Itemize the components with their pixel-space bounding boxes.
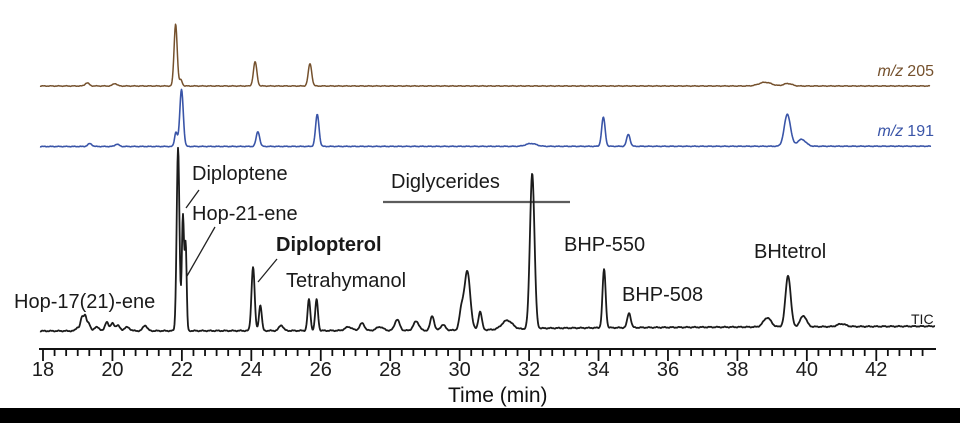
x-axis-title: Time (min) — [448, 384, 548, 407]
peak-label-tetrahymanol: Tetrahymanol — [286, 270, 407, 292]
series-label-mz205: m/z 205 — [878, 64, 934, 80]
x-tick-label: 22 — [170, 359, 193, 381]
x-tick-label: 20 — [101, 359, 124, 381]
mz-205-prefix: m/z — [877, 63, 904, 80]
x-tick-label: 42 — [865, 359, 888, 381]
mz-191-prefix: m/z — [877, 123, 904, 140]
series-label-tic: TIC — [911, 311, 934, 327]
leader-line-diploptene — [185, 189, 200, 209]
x-tick-label: 28 — [379, 359, 402, 381]
region-label-diglycerides: Diglycerides — [391, 171, 500, 193]
leader-line-hop-21-ene — [186, 226, 216, 277]
x-tick-label: 30 — [448, 359, 471, 381]
peak-label-hop-21-ene: Hop-21-ene — [192, 203, 298, 225]
x-tick-label: 24 — [240, 359, 263, 381]
trace-mz205 — [39, 23, 931, 88]
peak-label-hop-17-21-ene: Hop-17(21)-ene — [14, 291, 156, 313]
x-tick-label: 32 — [517, 359, 541, 381]
peak-label-diploptene: Diploptene — [192, 163, 288, 185]
peak-label-bhp-508: BHP-508 — [622, 284, 704, 306]
series-label-mz191: m/z 191 — [878, 124, 934, 140]
mz-191-value: 191 — [907, 123, 934, 140]
peak-label-diplopterol: Diplopterol — [276, 234, 382, 256]
peak-label-bhp-550: BHP-550 — [564, 234, 646, 256]
x-tick-label: 36 — [656, 359, 680, 381]
leader-line-diplopterol — [257, 258, 278, 283]
trace-tic — [39, 146, 936, 333]
x-tick-label: 26 — [309, 359, 332, 381]
bottom-black-bar — [0, 408, 960, 423]
mz-205-value: 205 — [907, 63, 934, 80]
x-tick-label: 18 — [31, 359, 55, 381]
x-tick-label: 34 — [587, 359, 610, 381]
peak-label-bhtetrol: BHtetrol — [754, 241, 827, 263]
trace-mz191 — [39, 88, 932, 148]
x-tick-label: 40 — [795, 359, 818, 381]
x-tick-label: 38 — [726, 359, 749, 381]
